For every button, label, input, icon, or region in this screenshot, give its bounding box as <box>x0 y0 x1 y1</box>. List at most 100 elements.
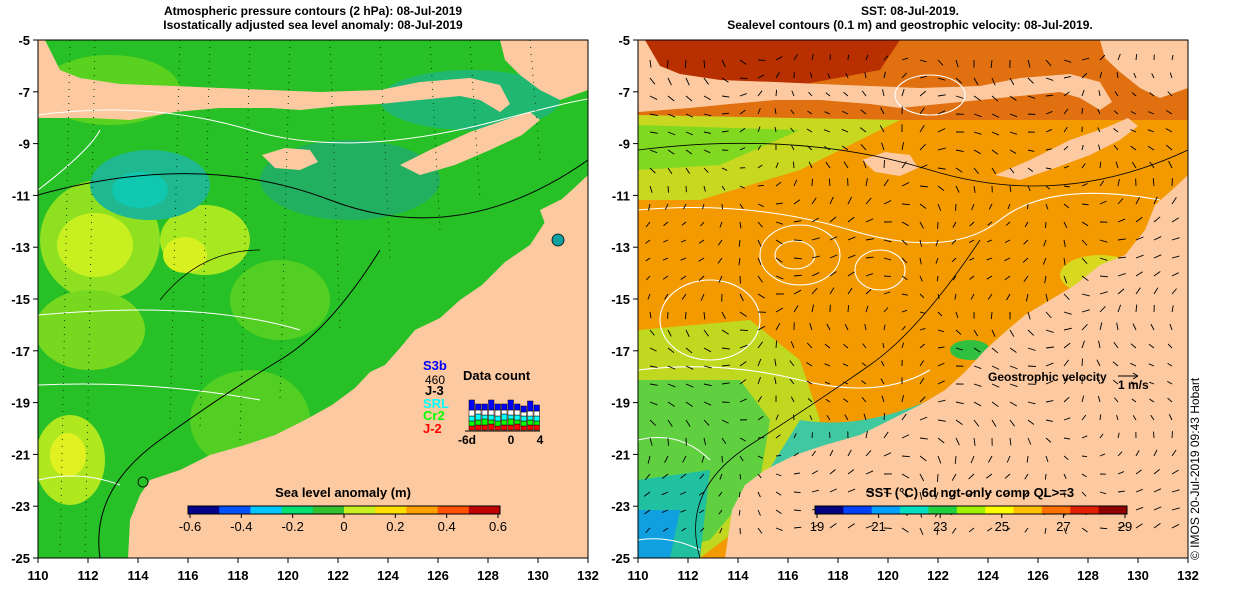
velocity-arrow <box>1081 183 1088 187</box>
velocity-arrow <box>847 287 853 295</box>
land-north <box>500 40 588 100</box>
velocity-arrow <box>757 293 766 299</box>
velocity-arrow <box>847 488 856 493</box>
velocity-arrow <box>1152 178 1155 187</box>
velocity-arrow <box>1007 203 1011 210</box>
velocity-arrow <box>685 347 693 354</box>
land-timor <box>400 112 540 175</box>
velocity-arrow <box>991 329 996 337</box>
velocity-arrow <box>1114 91 1119 97</box>
velocity-arrow <box>699 473 705 480</box>
data-count-bar-segment <box>527 410 534 417</box>
velocity-arrow <box>1023 239 1029 245</box>
velocity-arrow <box>792 161 795 169</box>
velocity-arrow <box>1135 450 1140 457</box>
velocity-arrow <box>703 131 712 134</box>
velocity-arrow <box>1117 490 1125 493</box>
velocity-arrow <box>717 239 723 246</box>
velocity-arrow <box>701 455 705 463</box>
velocity-arrow <box>757 126 761 133</box>
data-count-bar-segment <box>507 414 514 420</box>
velocity-arrow <box>757 108 761 115</box>
velocity-arrow <box>1027 77 1034 84</box>
velocity-arrow <box>648 203 651 211</box>
data-count-bar-segment <box>520 425 527 431</box>
velocity-arrow <box>703 167 709 173</box>
colorbar-swatch <box>843 506 873 514</box>
velocity-arrow <box>1117 451 1123 457</box>
data-count-inset: S3b 460 J-3 SRL Cr2 J-2 Data count -6d 0… <box>423 358 544 447</box>
velocity-arrow <box>951 473 957 481</box>
velocity-arrow <box>1153 287 1159 295</box>
data-count-bar-segment <box>494 409 501 417</box>
colorbar-swatch <box>344 506 376 514</box>
land-australia <box>128 175 588 558</box>
data-count-bar-segment <box>533 420 540 426</box>
x-tick-label: 112 <box>78 568 99 583</box>
velocity-arrow <box>882 89 885 97</box>
velocity-arrow <box>865 54 869 61</box>
colorbar-swatch <box>281 506 314 514</box>
velocity-arrow <box>865 430 868 439</box>
velocity-arrow <box>951 257 957 263</box>
velocity-arrow <box>1153 431 1155 439</box>
velocity-arrow <box>901 309 908 313</box>
data-count-bar-segment <box>468 409 475 417</box>
data-count-bar-segment <box>527 400 534 412</box>
velocity-arrow <box>811 237 820 241</box>
velocity-arrow <box>699 509 705 514</box>
velocity-arrow <box>1135 254 1144 259</box>
velocity-arrow <box>1135 216 1143 223</box>
dc-tick-end: 4 <box>537 433 544 447</box>
velocity-arrow <box>829 287 835 295</box>
colorbar-swatch <box>1013 506 1043 514</box>
velocity-arrow <box>793 526 802 529</box>
velocity-arrow <box>883 431 889 439</box>
y-tick-label: -23 <box>11 499 30 514</box>
velocity-arrow <box>1045 400 1054 403</box>
velocity-arrow <box>1081 57 1090 61</box>
velocity-arrow <box>826 323 831 331</box>
velocity-arrow <box>973 167 979 174</box>
velocity-arrow <box>1045 329 1054 333</box>
velocity-arrow <box>739 344 748 349</box>
velocity-arrow <box>1171 237 1180 241</box>
velocity-arrow <box>901 203 910 205</box>
velocity-arrow <box>865 218 874 223</box>
velocity-arrow <box>882 342 885 349</box>
velocity-arrow <box>861 397 867 403</box>
x-tick-label: 120 <box>277 568 299 583</box>
velocity-arrow <box>680 239 687 243</box>
colorbar-tick-label: 19 <box>810 519 824 534</box>
velocity-arrow <box>880 378 885 385</box>
data-count-bar-segment <box>514 403 521 411</box>
data-count-bar-segment <box>494 415 501 422</box>
mission-srl: SRL <box>423 396 449 411</box>
velocity-arrow <box>901 395 904 403</box>
colorbar-tick-label: 0 <box>340 519 347 534</box>
velocity-arrow <box>1098 340 1101 349</box>
velocity-arrow <box>843 398 849 403</box>
velocity-arrow <box>1153 469 1160 475</box>
velocity-arrow <box>757 491 761 498</box>
velocity-arrow <box>865 238 874 241</box>
velocity-arrow <box>811 489 819 493</box>
velocity-arrow <box>1045 362 1054 367</box>
velocity-arrow <box>775 527 783 532</box>
velocity-arrow <box>865 289 872 295</box>
velocity-arrow <box>901 325 906 331</box>
velocity-arrow <box>1009 365 1018 370</box>
velocity-arrow <box>791 90 795 97</box>
velocity-arrow <box>703 365 712 369</box>
velocity-arrow <box>937 473 939 482</box>
velocity-arrow <box>847 254 856 259</box>
velocity-arrow <box>811 304 815 313</box>
velocity-arrow <box>700 527 705 532</box>
velocity-arrow <box>1167 380 1173 385</box>
velocity-arrow <box>1009 149 1017 154</box>
velocity-arrow <box>901 257 908 264</box>
velocity-arrow <box>955 419 963 425</box>
data-count-bar-segment <box>481 403 488 411</box>
data-count-bar-segment <box>501 419 508 426</box>
data-count-bar-segment <box>514 409 521 416</box>
